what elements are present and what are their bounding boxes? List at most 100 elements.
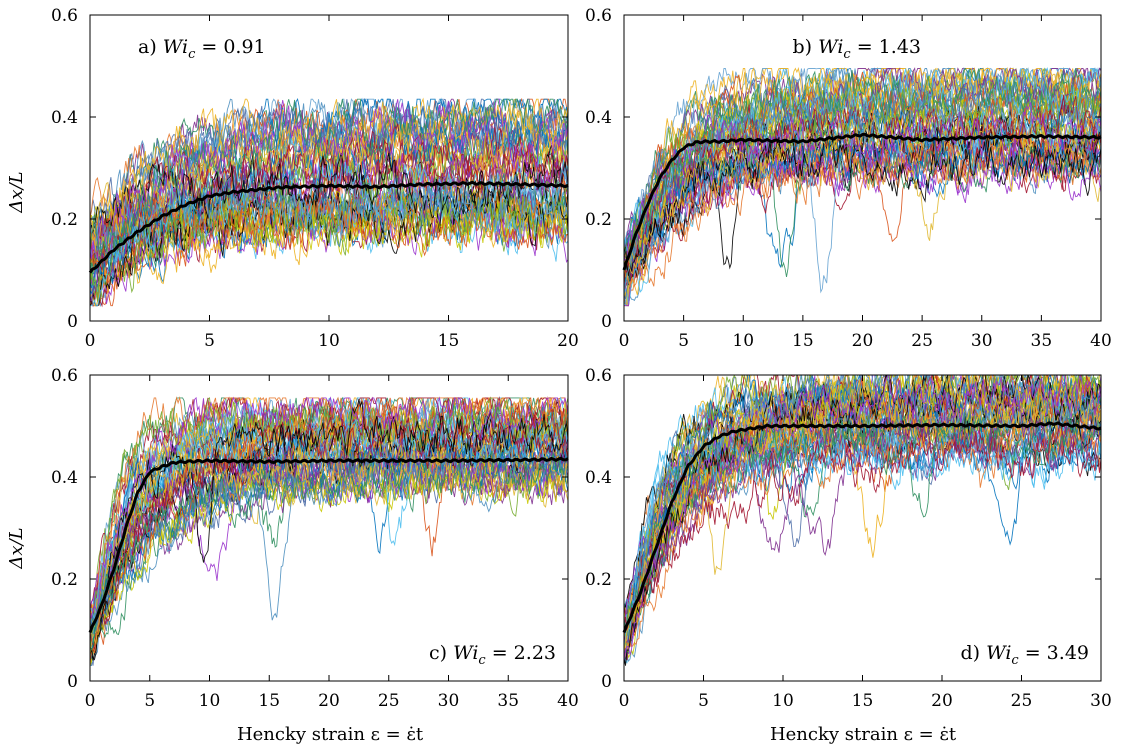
axes-layer <box>89 14 1102 682</box>
ylabel-bottom: Δx/L <box>6 527 27 569</box>
trace-b-50 <box>624 66 1101 281</box>
ensemble-c <box>90 396 568 667</box>
xtick-label-d-2: 10 <box>772 691 794 711</box>
trace-c-49 <box>90 396 568 664</box>
trace-b-48 <box>624 127 1101 283</box>
annotation-d: d) Wic = 3.49 <box>961 642 1090 668</box>
trace-b-55 <box>624 129 1101 276</box>
xtick-label-c-4: 20 <box>318 691 340 711</box>
trace-b-39 <box>624 114 1101 282</box>
trace-c-57 <box>90 440 568 656</box>
ytick-label-c-2: 0.4 <box>51 468 78 488</box>
trace-a-57 <box>90 98 568 240</box>
trace-b-51 <box>624 67 1101 275</box>
trace-d-54 <box>624 423 1101 631</box>
trace-a-56 <box>90 167 568 250</box>
xlabel-left: Hencky strain ε = ε̇t <box>237 724 424 745</box>
xtick-label-d-4: 20 <box>931 691 953 711</box>
xtick-label-a-0: 0 <box>85 331 96 351</box>
ytick-label-d-3: 0.6 <box>585 366 612 386</box>
trace-d-51 <box>624 400 1101 644</box>
mean-curve-d <box>622 421 1102 634</box>
trace-d-42 <box>624 375 1101 619</box>
xtick-label-d-5: 25 <box>1011 691 1033 711</box>
trace-d-35 <box>624 421 1101 658</box>
ytick-label-d-0: 0 <box>601 672 612 692</box>
trace-c-35 <box>90 397 568 639</box>
xtick-label-b-1: 5 <box>678 331 689 351</box>
ytick-label-d-1: 0.2 <box>585 570 612 590</box>
trace-d-52 <box>624 375 1101 637</box>
trace-d-50 <box>624 399 1101 650</box>
ytick-label-d-2: 0.4 <box>585 468 612 488</box>
xtick-label-c-7: 35 <box>497 691 519 711</box>
trace-c-58 <box>90 396 568 619</box>
xtick-label-b-2: 10 <box>732 331 754 351</box>
mean-curve-c <box>88 456 569 634</box>
xtick-label-b-7: 35 <box>1031 331 1053 351</box>
trace-a-53 <box>90 156 568 307</box>
xtick-label-c-8: 40 <box>557 691 579 711</box>
trace-a-58 <box>90 98 568 260</box>
trace-d-57 <box>624 375 1101 654</box>
trace-b-25 <box>624 68 1101 297</box>
trace-a-54 <box>90 123 568 251</box>
trace-c-46 <box>90 396 568 626</box>
xtick-label-c-6: 30 <box>438 691 460 711</box>
trace-c-59 <box>90 447 568 651</box>
ytick-label-a-1: 0.2 <box>51 210 78 230</box>
ytick-label-a-2: 0.4 <box>51 108 78 128</box>
xtick-label-a-3: 15 <box>438 331 460 351</box>
xtick-label-c-5: 25 <box>378 691 400 711</box>
trace-b-52 <box>624 80 1101 272</box>
xtick-label-d-1: 5 <box>698 691 709 711</box>
annotation-b: b) Wic = 1.43 <box>793 36 922 62</box>
ytick-label-b-1: 0.2 <box>585 210 612 230</box>
ensemble-a <box>90 97 568 308</box>
mean-curves-layer <box>88 132 1102 634</box>
ytick-label-b-0: 0 <box>601 312 612 332</box>
trace-a-39 <box>90 192 568 307</box>
xtick-label-a-1: 5 <box>204 331 215 351</box>
trace-a-59 <box>90 98 568 257</box>
xtick-label-c-1: 5 <box>144 691 155 711</box>
xlabel-right: Hencky strain ε = ε̇t <box>770 724 957 745</box>
ytick-label-c-1: 0.2 <box>51 570 78 590</box>
ytick-label-b-3: 0.6 <box>585 6 612 26</box>
xtick-label-b-6: 30 <box>971 331 993 351</box>
mean-curve-b <box>622 132 1102 271</box>
trace-c-52 <box>90 397 568 652</box>
xtick-label-d-0: 0 <box>619 691 630 711</box>
ytick-label-a-3: 0.6 <box>51 6 78 26</box>
ytick-label-c-0: 0 <box>67 672 78 692</box>
xtick-label-c-0: 0 <box>85 691 96 711</box>
trace-b-35 <box>624 129 1101 262</box>
xtick-label-b-5: 25 <box>911 331 933 351</box>
xtick-label-b-3: 15 <box>792 331 814 351</box>
mean-curve-a <box>88 180 569 274</box>
xtick-label-c-2: 10 <box>199 691 221 711</box>
trace-d-58 <box>624 375 1101 662</box>
trace-b-59 <box>624 67 1101 256</box>
trace-c-54 <box>90 412 568 650</box>
xtick-label-d-3: 15 <box>852 691 874 711</box>
ensemble-traces-layer <box>90 66 1101 667</box>
ytick-label-c-3: 0.6 <box>51 366 78 386</box>
xtick-label-a-4: 20 <box>557 331 579 351</box>
trace-d-53 <box>624 428 1101 651</box>
ensemble-b <box>624 66 1101 307</box>
ytick-label-a-0: 0 <box>67 312 78 332</box>
xtick-label-c-3: 15 <box>258 691 280 711</box>
xtick-label-b-8: 40 <box>1090 331 1112 351</box>
xtick-label-b-4: 20 <box>852 331 874 351</box>
ensemble-d <box>624 375 1101 666</box>
trace-d-43 <box>624 395 1101 636</box>
annotation-a: a) Wic = 0.91 <box>138 36 266 62</box>
text-layer: Δx/L Δx/L Hencky strain ε = ε̇t Hencky s… <box>6 6 1112 745</box>
trace-c-51 <box>90 437 568 619</box>
xtick-label-d-6: 30 <box>1090 691 1112 711</box>
ylabel-top: Δx/L <box>6 171 27 213</box>
xtick-label-b-0: 0 <box>619 331 630 351</box>
ytick-label-b-2: 0.4 <box>585 108 612 128</box>
